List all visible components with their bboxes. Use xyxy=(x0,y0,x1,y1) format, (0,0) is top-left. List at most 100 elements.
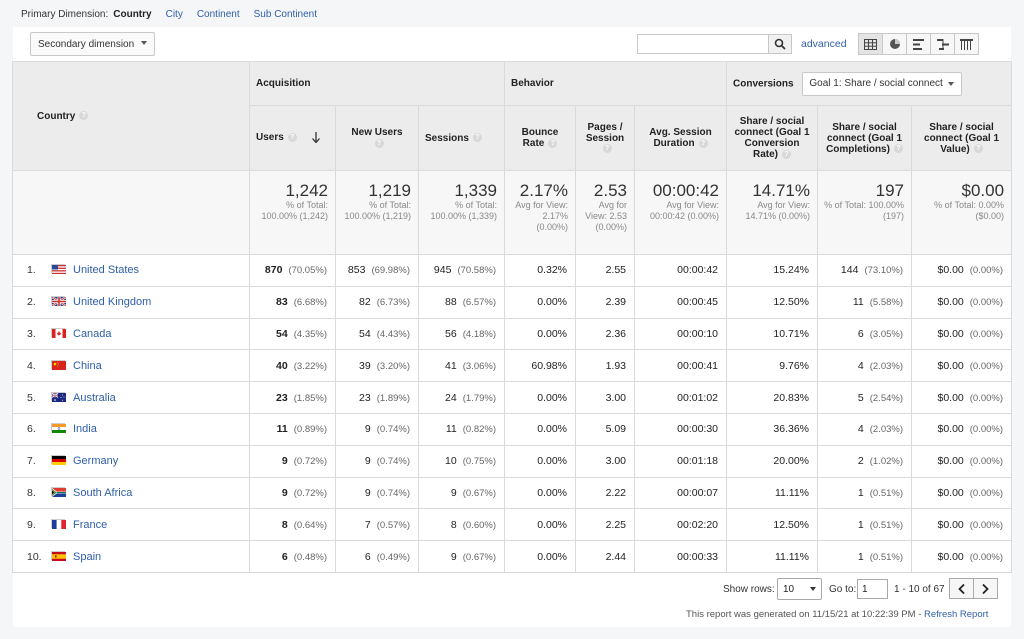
country-link[interactable]: China xyxy=(73,359,102,372)
sessions-cell: 8 (0.60%) xyxy=(418,508,505,542)
country-link[interactable]: Germany xyxy=(73,455,119,468)
completions-cell: 1 (0.51%) xyxy=(817,540,913,573)
conv-rate-cell: 12.50% xyxy=(726,508,819,542)
help-icon[interactable]: ? xyxy=(472,133,482,143)
pages-session-header[interactable]: Pages / Session? xyxy=(575,105,635,171)
pie-view-button[interactable] xyxy=(882,33,907,55)
search-input[interactable] xyxy=(637,34,769,54)
bounce-rate-header[interactable]: Bounce Rate? xyxy=(504,105,576,171)
conv-rate-cell: 15.24% xyxy=(726,254,819,287)
totals-conv-rate: 14.71% Avg for View: 14.71% (0.00%) xyxy=(726,170,819,255)
row-index: 8. xyxy=(27,486,36,499)
sessions-percent: (0.82%) xyxy=(462,424,496,436)
row-index: 4. xyxy=(27,359,36,372)
help-icon[interactable]: ? xyxy=(602,144,612,154)
goal-completions-header[interactable]: Share / social connect (Goal 1 Completio… xyxy=(817,105,913,171)
completions-percent: (0.51%) xyxy=(869,551,904,563)
show-rows-select[interactable]: 10 xyxy=(777,578,822,600)
country-link[interactable]: Australia xyxy=(73,391,116,404)
country-link[interactable]: South Africa xyxy=(73,486,133,499)
goal-value-cell: $0.00 (0.00%) xyxy=(911,285,1013,319)
new-users-percent: (1.89%) xyxy=(376,392,410,404)
sessions-cell: 945 (70.58%) xyxy=(418,254,505,287)
country-cell: 7. Germany xyxy=(12,444,250,478)
table-row: 4. China 40 (3.22%) 39 (3.20%) 41 (3.06%) 60.98%… xyxy=(12,349,1013,383)
primary-dimension-sub-continent[interactable]: Sub Continent xyxy=(253,8,318,20)
country-header[interactable]: Country? xyxy=(12,61,250,171)
completions-cell: 4 (2.03%) xyxy=(817,349,913,383)
country-link[interactable]: Canada xyxy=(73,327,112,340)
totals-row: 1,242% of Total: 100.00% (1,242) 1,219% … xyxy=(12,170,1013,255)
completions-cell: 1 (0.51%) xyxy=(817,508,913,542)
new-users-percent: (4.43%) xyxy=(376,328,410,340)
refresh-report-link[interactable]: Refresh Report xyxy=(924,609,989,620)
advanced-filter-link[interactable]: advanced xyxy=(801,38,847,50)
avg-duration-cell: 00:00:07 xyxy=(633,476,728,510)
row-index: 9. xyxy=(27,518,36,531)
secondary-dimension-dropdown[interactable]: Secondary dimension xyxy=(30,32,155,56)
completions-percent: (73.10%) xyxy=(864,265,904,277)
sessions-cell: 24 (1.79%) xyxy=(418,381,505,414)
avg-duration-cell: 00:00:33 xyxy=(633,540,728,573)
country-link[interactable]: United States xyxy=(73,264,140,277)
country-link[interactable]: United Kingdom xyxy=(73,296,152,309)
completions-value: 2 xyxy=(857,455,864,468)
row-index: 5. xyxy=(27,391,36,404)
bounce-rate-cell: 0.00% xyxy=(504,381,576,414)
pivot-view-button[interactable] xyxy=(954,33,979,55)
total-sub: % of Total: 100.00% (1,219) xyxy=(344,200,411,221)
sessions-percent: (4.18%) xyxy=(462,328,496,340)
next-page-button[interactable] xyxy=(973,578,998,599)
table-row: 9. France 8 (0.64%) 7 (0.57%) 8 (0.60%) 0.00% 2.2… xyxy=(12,508,1013,542)
sessions-cell: 11 (0.82%) xyxy=(418,412,505,446)
avg-session-duration-header[interactable]: Avg. Session Duration? xyxy=(633,105,728,171)
primary-dimension-country[interactable]: Country xyxy=(113,8,152,20)
country-link[interactable]: Spain xyxy=(73,550,102,563)
country-cell: 2. United Kingdom xyxy=(12,285,250,319)
help-icon[interactable]: ? xyxy=(782,149,792,159)
country-flag-icon xyxy=(51,327,66,338)
total-sub: % of Total: 100.00% (197) xyxy=(824,200,905,221)
help-icon[interactable]: ? xyxy=(287,133,297,143)
users-percent: (1.85%) xyxy=(293,392,327,404)
help-icon[interactable]: ? xyxy=(973,144,983,154)
new-users-percent: (3.20%) xyxy=(376,360,410,372)
help-icon[interactable]: ? xyxy=(79,111,89,121)
goto-input[interactable]: 1 xyxy=(857,579,888,599)
primary-dimension-city[interactable]: City xyxy=(165,8,183,20)
new-users-percent: (6.73%) xyxy=(376,297,410,309)
bounce-rate-cell: 0.00% xyxy=(504,412,576,446)
country-link[interactable]: India xyxy=(73,423,97,436)
previous-page-button[interactable] xyxy=(949,578,974,599)
new-users-header[interactable]: New Users? xyxy=(335,105,419,171)
new-users-value: 853 xyxy=(347,264,366,277)
sessions-percent: (70.58%) xyxy=(457,265,496,277)
help-icon[interactable]: ? xyxy=(893,144,903,154)
users-header[interactable]: Users? xyxy=(249,105,336,171)
search-button[interactable] xyxy=(768,34,792,54)
goal-value-cell: $0.00 (0.00%) xyxy=(911,540,1013,573)
primary-dimension-continent[interactable]: Continent xyxy=(196,8,240,20)
performance-view-button[interactable] xyxy=(906,33,931,55)
conversions-label: Conversions xyxy=(733,78,794,90)
goal-conversion-rate-header[interactable]: Share / social connect (Goal 1 Conversio… xyxy=(726,105,819,171)
goal-value-header[interactable]: Share / social connect (Goal 1 Value)? xyxy=(911,105,1013,171)
completions-cell: 6 (3.05%) xyxy=(817,317,913,351)
country-link[interactable]: France xyxy=(73,518,108,531)
users-percent: (0.72%) xyxy=(293,487,327,499)
goal-value-value: $0.00 xyxy=(937,423,964,436)
country-flag-icon xyxy=(51,423,66,434)
users-cell: 11 (0.89%) xyxy=(249,412,336,446)
new-users-cell: 6 (0.49%) xyxy=(335,540,419,573)
help-icon[interactable]: ? xyxy=(548,138,558,148)
comparison-view-button[interactable] xyxy=(930,33,955,55)
conv-rate-cell: 11.11% xyxy=(726,540,819,573)
table-view-button[interactable] xyxy=(858,33,883,55)
totals-empty-cell xyxy=(12,170,250,255)
new-users-cell: 853 (69.98%) xyxy=(335,254,419,287)
goal-select-dropdown[interactable]: Goal 1: Share / social connect xyxy=(802,71,963,96)
sessions-header[interactable]: Sessions? xyxy=(418,105,505,171)
help-icon[interactable]: ? xyxy=(698,138,708,148)
total-sub: Avg for View: 00:00:42 (0.00%) xyxy=(649,200,720,221)
help-icon[interactable]: ? xyxy=(374,138,384,148)
